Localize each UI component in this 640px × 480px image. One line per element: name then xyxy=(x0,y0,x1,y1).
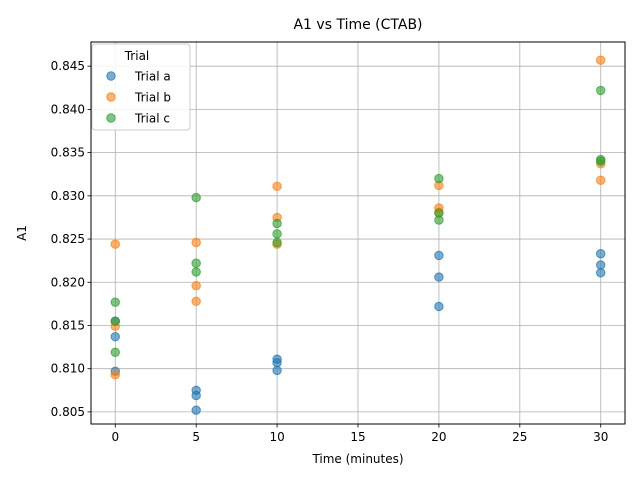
data-point xyxy=(272,237,282,248)
y-axis-label: A1 xyxy=(15,225,29,241)
x-tick-label: 0 xyxy=(111,430,119,444)
data-point xyxy=(110,370,120,380)
legend-marker xyxy=(106,113,116,123)
data-point xyxy=(434,250,444,261)
data-point xyxy=(596,268,606,278)
x-tick-label: 5 xyxy=(192,430,200,444)
legend: Trial Trial a Trial b Trial c xyxy=(91,43,191,131)
data-point xyxy=(191,237,201,248)
y-tick-label: 0.805 xyxy=(51,405,85,419)
legend-box xyxy=(91,43,191,131)
y-tick-label: 0.830 xyxy=(51,189,85,203)
data-point xyxy=(434,272,444,282)
data-point xyxy=(191,281,201,291)
data-point xyxy=(110,297,120,307)
legend-marker xyxy=(106,71,116,81)
data-point xyxy=(110,239,120,249)
y-tick-label: 0.825 xyxy=(51,232,85,246)
data-point xyxy=(434,173,444,184)
x-axis-label: Time (minutes) xyxy=(311,452,403,466)
legend-title: Trial xyxy=(124,49,150,63)
data-point xyxy=(272,357,282,368)
x-tick-label: 30 xyxy=(593,430,608,444)
data-point xyxy=(191,267,201,277)
y-tick-label: 0.820 xyxy=(51,275,85,289)
y-tick-label: 0.840 xyxy=(51,102,85,116)
legend-label: Trial a xyxy=(134,70,171,84)
data-point xyxy=(191,405,201,415)
data-points xyxy=(110,55,606,415)
data-point xyxy=(596,85,606,96)
y-tick-label: 0.810 xyxy=(51,362,85,376)
legend-marker xyxy=(106,92,116,102)
y-tick-label: 0.845 xyxy=(51,59,85,73)
y-tick-label: 0.815 xyxy=(51,318,85,332)
data-point xyxy=(434,301,444,312)
data-point xyxy=(272,365,282,376)
legend-label: Trial c xyxy=(134,112,170,126)
data-point xyxy=(596,55,606,65)
data-point xyxy=(272,218,282,229)
data-point xyxy=(596,260,606,270)
data-point xyxy=(110,332,120,342)
legend-label: Trial b xyxy=(134,91,171,105)
chart-title: A1 vs Time (CTAB) xyxy=(293,17,422,33)
data-point xyxy=(191,192,201,203)
data-point xyxy=(596,156,606,166)
data-point xyxy=(596,175,606,185)
y-tick-label: 0.835 xyxy=(51,146,85,160)
data-point xyxy=(272,229,282,239)
data-point xyxy=(596,249,606,259)
data-point xyxy=(110,316,120,326)
x-tick-label: 25 xyxy=(512,430,527,444)
data-point xyxy=(434,215,444,225)
x-tick-label: 20 xyxy=(431,430,446,444)
data-point xyxy=(191,258,201,268)
data-point xyxy=(191,296,201,306)
axis-ticks: 0 5 10 15 20 25 30 0.805 0.810 0.815 0.820 0.825 0.8… xyxy=(51,59,609,444)
x-tick-label: 10 xyxy=(269,430,284,444)
grid xyxy=(91,42,625,424)
data-point xyxy=(191,390,201,401)
data-point xyxy=(110,347,120,357)
x-tick-label: 15 xyxy=(350,430,365,444)
data-point xyxy=(272,181,282,192)
